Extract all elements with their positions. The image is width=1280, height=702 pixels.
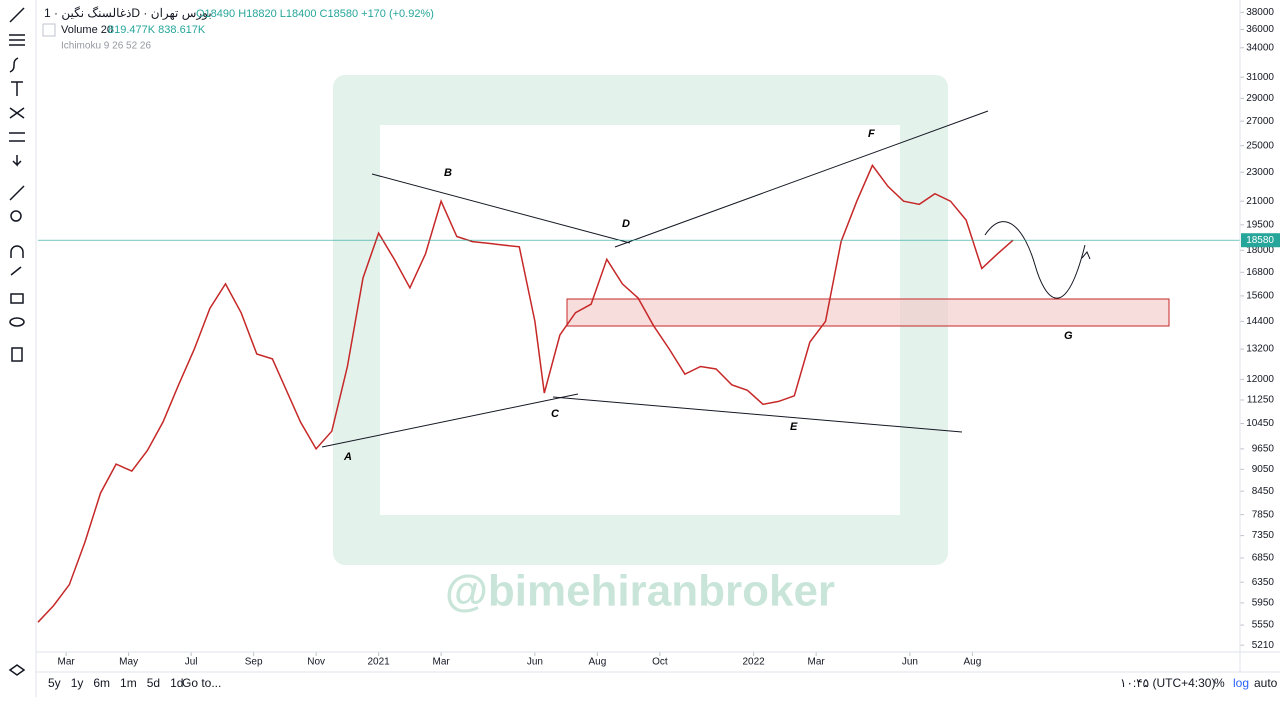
y-tick-label: 23000 (1246, 167, 1274, 178)
timezone[interactable]: ۱۰:۴۵ (UTC+4:30) (1120, 676, 1215, 690)
wave-label: G (1064, 330, 1073, 342)
x-tick-label: 2021 (368, 657, 391, 668)
range-button[interactable]: 5d (147, 676, 160, 690)
x-tick-label: 2022 (743, 657, 766, 668)
y-tick-label: 11250 (1247, 395, 1275, 406)
y-tick-label: 6850 (1252, 553, 1275, 564)
log-toggle[interactable]: log (1233, 676, 1249, 690)
wave-label: B (444, 167, 452, 179)
collapse-button[interactable] (42, 23, 56, 37)
y-tick-label: 5950 (1252, 598, 1275, 609)
y-tick-label: 15600 (1246, 291, 1274, 302)
auto-toggle[interactable]: auto (1254, 676, 1278, 690)
range-button[interactable]: 1d (170, 676, 183, 690)
x-tick-label: Mar (433, 657, 451, 668)
range-buttons[interactable]: 5y 1y 6m 1m 5d 1d (48, 676, 183, 690)
goto[interactable]: Go to... (182, 676, 221, 690)
x-tick-label: Jun (527, 657, 543, 668)
x-tick-label: Mar (808, 657, 826, 668)
range-button[interactable]: 1m (120, 676, 137, 690)
wave-label: F (868, 128, 875, 140)
last-price-tag (1241, 233, 1280, 248)
wave-label: E (790, 421, 798, 433)
wave-label: D (622, 218, 630, 230)
x-tick-label: Aug (963, 657, 981, 668)
x-tick-label: Mar (58, 657, 76, 668)
y-tick-label: 34000 (1246, 42, 1274, 53)
y-tick-label: 7350 (1252, 530, 1275, 541)
x-tick-label: Jul (185, 657, 198, 668)
plot: 38000 36000 34000 31000 29000 27000 25000 23000… (37, 7, 1280, 668)
pattern-lines (321, 110, 1091, 448)
range-button[interactable]: 5y (48, 676, 61, 690)
y-tick-label: 8450 (1252, 486, 1275, 497)
x-tick-label: Oct (652, 657, 668, 668)
x-tick-label: Nov (307, 657, 325, 668)
volume-label: Volume 20 (61, 24, 113, 36)
wave-labels: A B C D E F G (343, 128, 1073, 463)
y-tick-label: 31000 (1246, 72, 1274, 83)
left-toolbar[interactable] (8, 7, 26, 676)
y-tick-label: 16800 (1246, 267, 1274, 278)
y-tick-label: 12000 (1246, 374, 1274, 385)
x-tick-label: May (119, 657, 138, 668)
y-tick-label: 29000 (1246, 93, 1274, 104)
y-tick-label: 14400 (1246, 316, 1274, 327)
y-tick-label: 6350 (1252, 577, 1275, 588)
x-tick-label: Aug (588, 657, 606, 668)
y-tick-label: 18000 (1246, 245, 1274, 256)
x-tick-label: Jun (902, 657, 918, 668)
range-button[interactable]: 6m (93, 676, 110, 690)
range-button[interactable]: 1y (71, 676, 84, 690)
ohlc: O18490 H18820 L18400 C18580 +170 (+0.92%… (196, 8, 434, 20)
indicator-label: Ichimoku 9 26 52 26 (61, 41, 151, 52)
volume-values: 819.477K 838.617K (108, 24, 206, 36)
y-tick-label: 7850 (1252, 509, 1275, 520)
wave-label: C (551, 408, 560, 420)
y-tick-label: 5550 (1252, 620, 1275, 631)
price-line (37, 163, 1014, 623)
y-tick-label: 9050 (1252, 464, 1275, 475)
y-tick-label: 19500 (1246, 219, 1274, 230)
y-tick-label: 13200 (1246, 344, 1274, 355)
percent-toggle[interactable]: % (1214, 676, 1225, 690)
y-tick-label: 27000 (1246, 116, 1274, 127)
y-tick-label: 21000 (1246, 196, 1274, 207)
last-price-label: 18580 (1246, 235, 1274, 246)
y-tick-label: 5210 (1252, 640, 1275, 651)
watermark: @bimehiranbroker (445, 567, 835, 616)
y-tick-label: 38000 (1246, 7, 1274, 18)
symbol[interactable]: ذغالسنگ نگین · 1D · بورس تهران (44, 6, 212, 20)
x-tick-label: Sep (245, 657, 263, 668)
y-tick-label: 10450 (1246, 418, 1274, 429)
y-tick-label: 9650 (1252, 444, 1275, 455)
y-tick-label: 36000 (1246, 24, 1274, 35)
wave-label: A (343, 451, 352, 463)
zone (566, 298, 1170, 327)
y-tick-label: 25000 (1246, 140, 1274, 151)
